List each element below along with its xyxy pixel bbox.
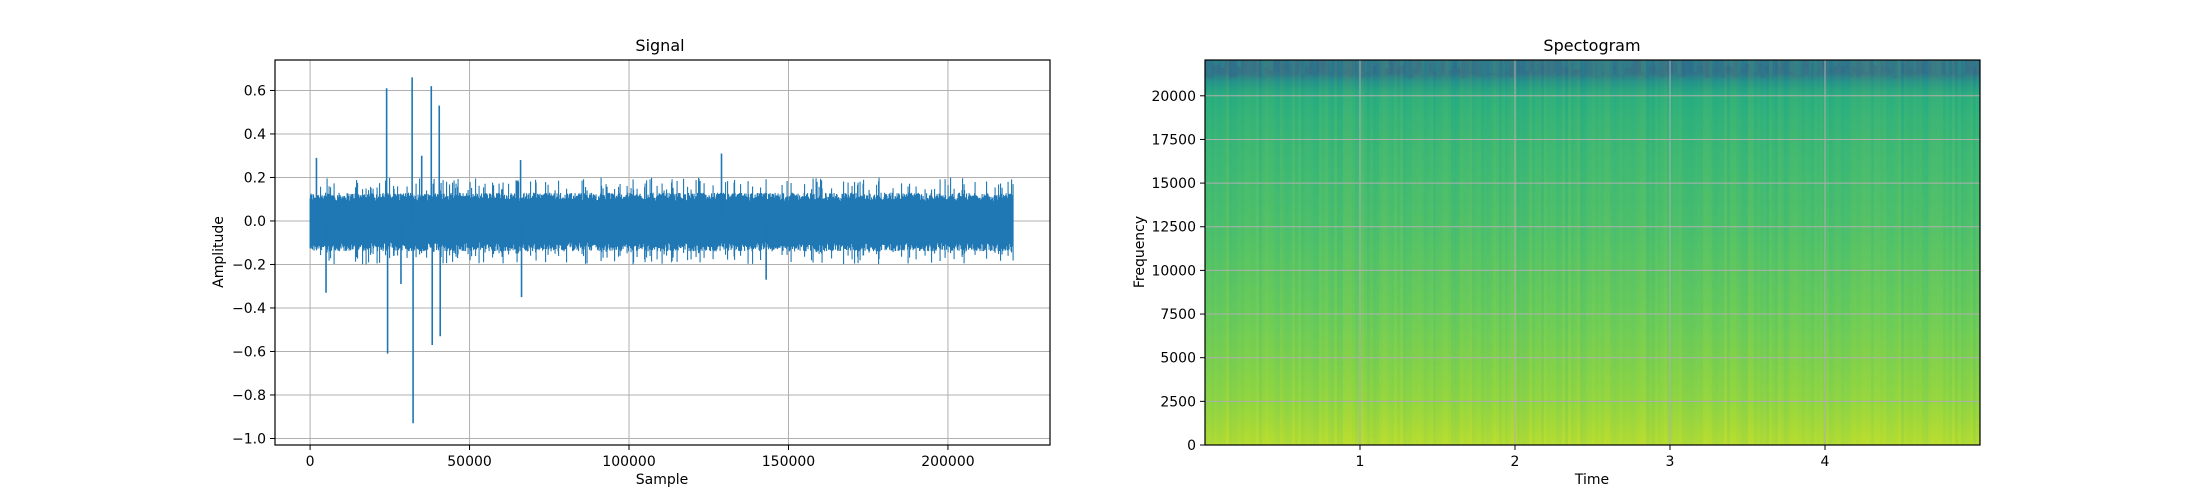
signal-x-tick-label: 50000 [447,454,492,470]
signal-y-tick-label: −1.0 [232,431,266,447]
spectrogram-y-label: Frequency [1132,216,1148,288]
spectrogram-y-tick-label: 17500 [1151,132,1196,148]
spectrogram-x-tick-label: 2 [1511,454,1520,470]
signal-y-ticks: −1.0 −0.8 −0.6 −0.4 −0.2 0.0 0.2 0.4 0.6 [232,83,275,447]
signal-y-tick-label: −0.6 [232,344,266,360]
spectrogram-y-tick-label: 10000 [1151,263,1196,279]
signal-y-tick-label: 0.0 [244,214,266,230]
signal-y-tick-label: −0.8 [232,388,266,404]
spectrogram-y-ticks: 0 2500 5000 7500 10000 12500 15000 17500 20000 [1151,89,1205,454]
spectrogram-x-tick-label: 1 [1356,454,1365,470]
spectrogram-y-tick-label: 15000 [1151,176,1196,192]
spectrogram-y-tick-label: 0 [1187,438,1196,454]
signal-y-tick-label: 0.6 [244,83,266,99]
signal-x-tick-label: 0 [306,454,315,470]
spectrogram-heatmap [1205,60,1980,445]
signal-y-tick-label: −0.4 [232,301,266,317]
signal-grid [275,60,1050,445]
signal-y-label: Amplitude [211,216,227,288]
spectrogram-y-tick-label: 2500 [1160,394,1196,410]
spectrogram-x-ticks: 1 2 3 4 [1356,445,1830,470]
signal-x-tick-label: 150000 [762,454,815,470]
spectrogram-x-tick-label: 4 [1821,454,1830,470]
signal-x-label: Sample [636,472,689,488]
signal-y-tick-label: 0.4 [244,127,266,143]
spectrogram-y-tick-label: 5000 [1160,351,1196,367]
signal-title: Signal [635,36,684,55]
signal-y-tick-label: −0.2 [232,257,266,273]
spectrogram-y-tick-label: 20000 [1151,89,1196,105]
signal-axes-frame [274,59,1051,446]
spectrogram-panel: Spectogram 1 2 3 4 0 2500 5000 7500 10000 12500 1… [1132,36,1981,488]
spectrogram-y-tick-label: 7500 [1160,307,1196,323]
spectrogram-y-tick-label: 12500 [1151,220,1196,236]
signal-x-tick-label: 200000 [921,454,974,470]
signal-x-tick-label: 100000 [602,454,655,470]
spectrogram-x-label: Time [1574,472,1609,488]
spectrogram-texture [1205,60,1980,445]
signal-y-tick-label: 0.2 [244,170,266,186]
spectrogram-x-tick-label: 3 [1666,454,1675,470]
signal-series-line [309,177,1014,265]
spectrogram-axes-frame [1204,59,1981,446]
signal-waveform [309,77,1014,424]
signal-panel: Signal 0 50000 100000 150000 200000 −1.0 −0.8… [211,36,1051,488]
spectrogram-title: Spectogram [1543,36,1640,55]
signal-x-ticks: 0 50000 100000 150000 200000 [306,445,975,470]
